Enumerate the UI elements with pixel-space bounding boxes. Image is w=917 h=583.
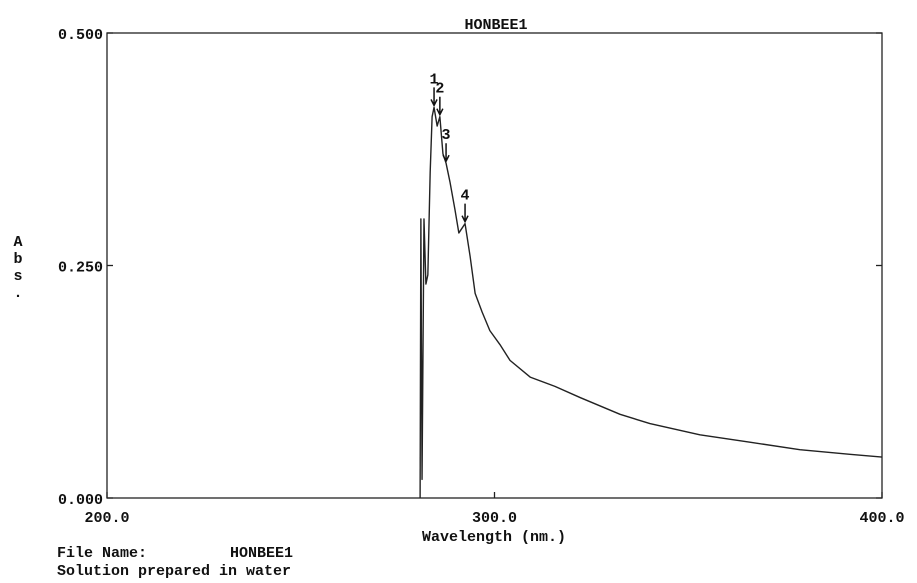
chart-title: HONBEE1 bbox=[464, 17, 527, 34]
x-axis-label: Wavelength (nm.) bbox=[422, 529, 566, 546]
peak-label: 3 bbox=[442, 127, 451, 144]
peak-arrow bbox=[430, 87, 438, 108]
file-name-label: File Name: bbox=[57, 545, 147, 562]
y-tick-label: 0.500 bbox=[58, 27, 103, 44]
peak-arrow bbox=[461, 203, 469, 224]
peak-label: 4 bbox=[461, 188, 470, 205]
peak-label: 2 bbox=[435, 81, 444, 98]
spectrum-line bbox=[419, 106, 883, 499]
y-axis-label: Abs. bbox=[10, 234, 27, 302]
footer-note: Solution prepared in water bbox=[57, 563, 291, 580]
y-tick-label: 0.250 bbox=[58, 259, 103, 276]
peak-arrow bbox=[442, 143, 450, 163]
x-tick-label: 400.0 bbox=[859, 510, 904, 527]
peak-arrow bbox=[436, 96, 444, 117]
peak-label: 1 bbox=[430, 71, 439, 88]
plot-frame bbox=[106, 32, 883, 499]
x-tick-label: 300.0 bbox=[472, 510, 517, 527]
y-tick-label: 0.000 bbox=[58, 492, 103, 509]
file-name: HONBEE1 bbox=[230, 545, 293, 562]
x-tick-label: 200.0 bbox=[84, 510, 129, 527]
